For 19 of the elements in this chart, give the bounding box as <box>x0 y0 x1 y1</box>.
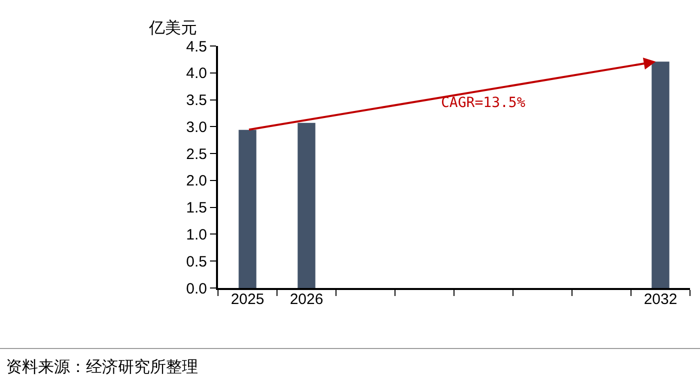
y-tick-label: 2.0 <box>186 172 207 190</box>
bar <box>652 62 670 288</box>
y-tick-label: 2.5 <box>186 146 207 163</box>
x-tick-label: 2026 <box>290 291 324 308</box>
bar <box>238 130 256 288</box>
y-tick-label: 4.0 <box>186 65 207 82</box>
y-tick-label: 0.5 <box>186 253 207 270</box>
y-tick-label: 4.5 <box>186 38 207 56</box>
x-tick-label: 2032 <box>644 291 678 308</box>
y-tick-label: 3.5 <box>186 92 207 110</box>
y-tick-label: 1.0 <box>186 226 207 244</box>
x-tick-label: 2025 <box>230 291 264 308</box>
y-tick-label: 3.0 <box>186 118 207 136</box>
y-tick-label: 0.0 <box>186 280 207 298</box>
annotation: CAGR=13.5% <box>441 95 526 111</box>
y-axis-title: 亿美元 <box>148 18 197 37</box>
bar <box>298 122 316 288</box>
y-tick-label: 1.5 <box>186 200 207 217</box>
text: 资料来源：经济研究所整理 <box>0 348 700 378</box>
